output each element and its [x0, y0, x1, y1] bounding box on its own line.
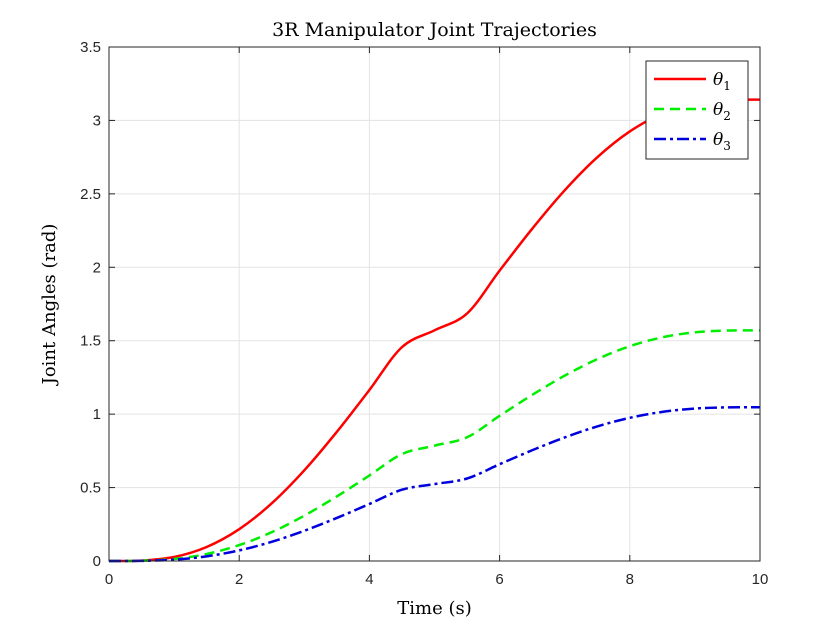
- legend-label-theta-2: θ2: [713, 100, 731, 123]
- legend-label-theta-1: θ1: [713, 70, 731, 93]
- chart-title: 3R Manipulator Joint Trajectories: [272, 19, 597, 41]
- series-line-theta-2: [108, 329, 761, 563]
- ticks-layer: 0 2 4 6 8 10 0 0.5 1 1.5 2 2.5 3 3.5: [80, 39, 768, 588]
- axes-box: [108, 46, 761, 562]
- x-tick-label: 6: [495, 571, 503, 588]
- legend: θ1 θ2 θ3: [645, 60, 749, 160]
- y-tick-label: 3: [93, 112, 101, 129]
- legend-label-theta-3: θ3: [713, 130, 731, 153]
- x-tick-label: 8: [626, 571, 634, 588]
- y-axis-label: Joint Angles (rad): [39, 224, 60, 387]
- series-line-theta-3: [108, 405, 761, 563]
- x-tick-label: 4: [365, 571, 373, 588]
- y-tick-label: 2.5: [80, 186, 101, 203]
- x-tick-label: 10: [752, 571, 769, 588]
- x-axis-label: Time (s): [397, 598, 472, 619]
- y-tick-label: 0: [93, 553, 101, 570]
- y-tick-label: 0.5: [80, 480, 101, 497]
- x-tick-label: 0: [105, 571, 113, 588]
- y-tick-label: 2: [93, 259, 101, 276]
- y-tick-label: 1: [93, 406, 101, 423]
- y-tick-label: 1.5: [80, 333, 101, 350]
- y-tick-label: 3.5: [80, 39, 101, 56]
- x-tick-label: 2: [235, 571, 243, 588]
